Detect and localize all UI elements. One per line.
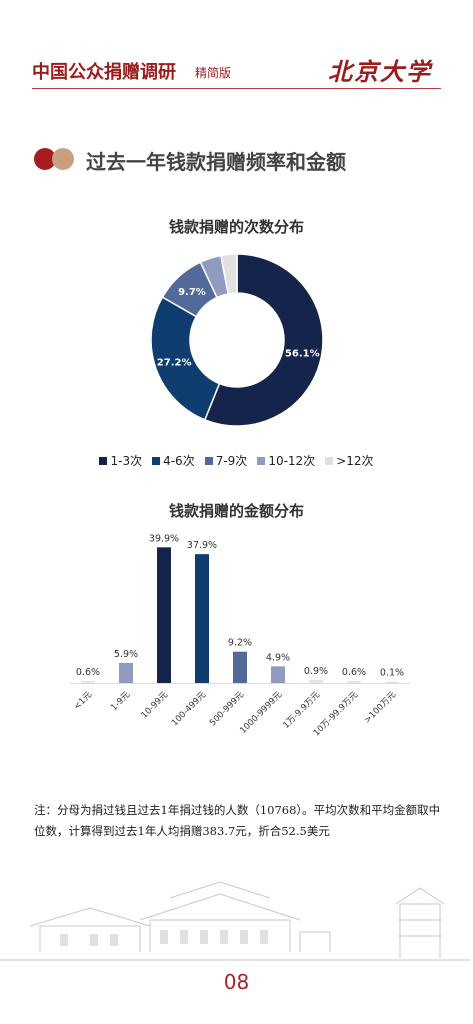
bar <box>347 680 361 683</box>
bar <box>81 680 95 683</box>
legend-item: 4-6次 <box>152 452 195 469</box>
legend-label: 1-3次 <box>110 454 143 468</box>
red-dot-icon <box>34 148 56 170</box>
bar-chart-title: 钱款捐赠的金额分布 <box>168 502 304 520</box>
x-tick-label: 100-499元 <box>170 690 209 729</box>
legend-label: 4-6次 <box>163 454 195 468</box>
bar <box>309 679 323 683</box>
bar-data-label: 0.1% <box>380 668 404 679</box>
donut-legend: 1-3次 4-6次 7-9次 10-12次 >12次 <box>0 452 473 469</box>
x-tick-label: 1-9元 <box>109 690 132 713</box>
donut-chart: 56.1% 27.2% 9.7% <box>150 253 324 427</box>
legend-item: 10-12次 <box>257 452 315 469</box>
header-divider <box>32 88 441 89</box>
donut-chart-title: 钱款捐赠的次数分布 <box>168 218 304 236</box>
bar <box>233 651 247 683</box>
bar-data-label: 0.9% <box>304 666 328 677</box>
header-title: 中国公众捐赠调研 <box>32 62 176 83</box>
bar-data-label: 39.9% <box>149 533 179 544</box>
bar <box>385 681 399 683</box>
university-logo: 北京大学 <box>328 57 432 86</box>
page-number: 08 <box>223 970 250 994</box>
footnote: 注：分母为捐过钱且过去1年捐过钱的人数（10768）。平均次数和平均金额取中位数… <box>34 803 441 838</box>
section-title: 过去一年钱款捐赠频率和金额 <box>86 150 346 174</box>
bar <box>271 666 285 683</box>
bar-data-label: 37.9% <box>187 540 217 551</box>
bar-data-label: 5.9% <box>114 649 138 660</box>
bar-chart: 0.6% <1元 5.9% 1-9元 39.9% 10-99元 37.9% 100-499元 9… <box>70 533 410 738</box>
x-tick-label: 10-99元 <box>140 690 171 721</box>
donut-slice <box>150 296 221 421</box>
x-tick-label: 500-999元 <box>208 690 247 729</box>
bar-data-label: 9.2% <box>228 638 252 649</box>
header-subtitle: 精简版 <box>195 66 232 80</box>
legend-swatch <box>204 456 213 465</box>
legend-swatch <box>325 456 334 465</box>
legend-label: 10-12次 <box>268 454 316 468</box>
legend-label: 7-9次 <box>215 454 248 468</box>
legend-swatch <box>99 456 108 465</box>
bar <box>195 554 209 683</box>
bar <box>157 547 171 683</box>
x-tick-label: <1元 <box>72 690 94 712</box>
bar-data-label: 4.9% <box>266 652 290 663</box>
x-tick-label: 1万-9.9万元 <box>281 690 322 731</box>
bar-data-label: 0.6% <box>76 667 100 678</box>
x-tick-label: >100万元 <box>363 690 399 726</box>
bar-data-label: 0.6% <box>342 667 366 678</box>
legend-item: 7-9次 <box>204 452 248 469</box>
donut-slice <box>203 253 324 427</box>
donut-slice <box>220 253 238 295</box>
donut-data-label: 27.2% <box>157 358 192 369</box>
bar <box>119 662 133 683</box>
donut-data-label: 56.1% <box>285 349 320 360</box>
donut-data-label: 9.7% <box>178 287 206 298</box>
legend-swatch <box>152 456 161 465</box>
tan-dot-icon <box>52 148 74 170</box>
legend-label: >12次 <box>336 454 374 468</box>
campus-skyline-illustration <box>0 881 470 961</box>
legend-item: 1-3次 <box>99 452 142 469</box>
legend-swatch <box>257 456 266 465</box>
legend-item: >12次 <box>325 452 374 469</box>
section-dots-icon <box>34 148 80 172</box>
